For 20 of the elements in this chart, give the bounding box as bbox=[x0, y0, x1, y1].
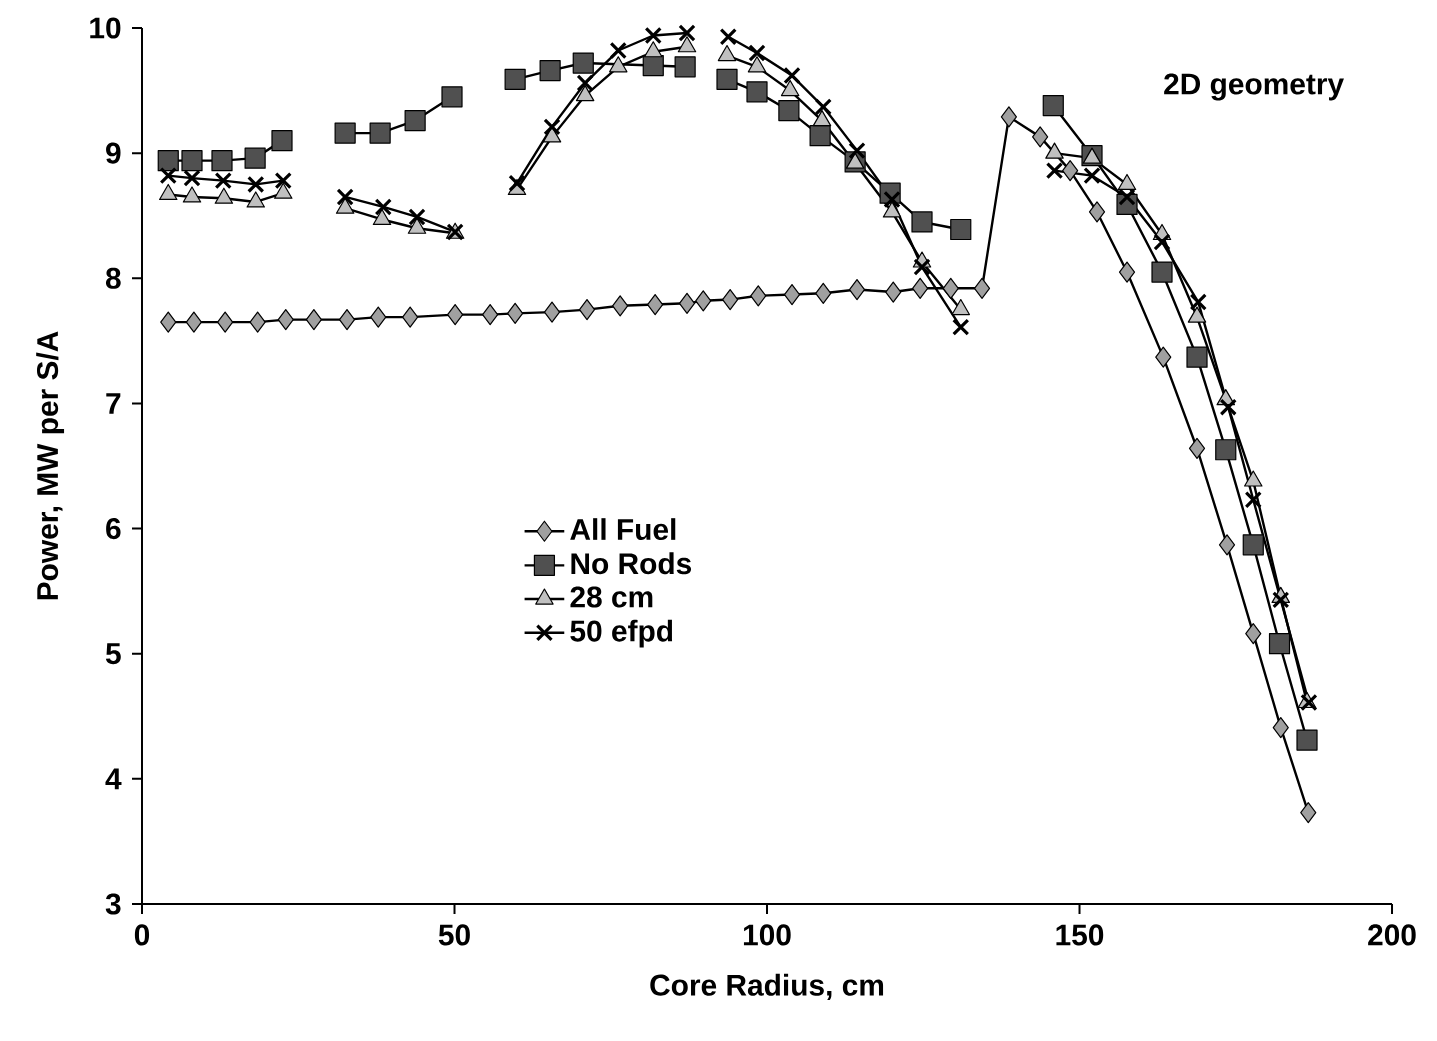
x-tick-label: 200 bbox=[1368, 924, 1416, 946]
y-axis-title: Power, MW per S/A bbox=[36, 331, 65, 600]
legend-label: All Fuel bbox=[570, 518, 676, 541]
y-tick-label: 5 bbox=[105, 643, 121, 665]
y-tick-label: 10 bbox=[90, 17, 121, 39]
x-tick-label: 100 bbox=[743, 924, 791, 946]
x-tick-label: 0 bbox=[134, 924, 150, 946]
x-tick-label: 150 bbox=[1056, 924, 1104, 946]
legend-label: 28 cm bbox=[570, 586, 653, 608]
annotation: 2D geometry bbox=[1164, 73, 1344, 101]
legend-label: 50 efpd bbox=[570, 619, 673, 648]
x-axis-title: Core Radius, cm bbox=[650, 973, 884, 1001]
y-tick-label: 6 bbox=[106, 517, 121, 540]
x-tick-label: 50 bbox=[438, 924, 470, 946]
y-tick-label: 4 bbox=[105, 768, 122, 790]
legend-label: No Rods bbox=[571, 552, 692, 575]
y-tick-label: 7 bbox=[106, 393, 121, 414]
y-tick-label: 9 bbox=[106, 142, 121, 164]
y-tick-label: 3 bbox=[105, 893, 121, 915]
y-tick-label: 8 bbox=[105, 267, 121, 289]
